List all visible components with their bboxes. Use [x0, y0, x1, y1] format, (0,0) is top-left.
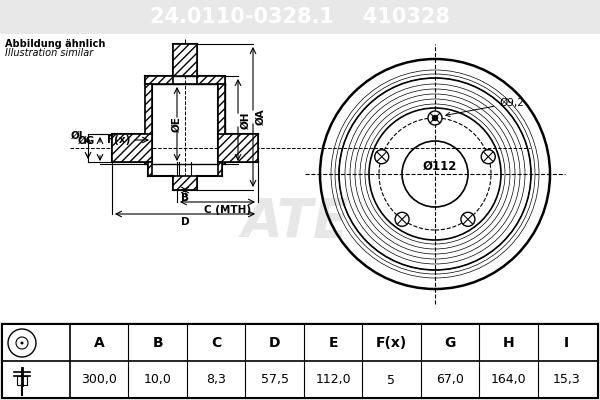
Text: D: D [269, 336, 280, 350]
Text: I: I [564, 336, 569, 350]
Text: Ø112: Ø112 [423, 160, 457, 172]
Text: G: G [444, 336, 455, 350]
Text: Ø9,2: Ø9,2 [446, 98, 524, 116]
Bar [17, 376, 27, 385]
Circle shape [428, 111, 442, 125]
Text: ØH: ØH [241, 111, 251, 129]
Text: 57,5: 57,5 [260, 374, 289, 386]
Bar [145, 76, 173, 84]
Text: ØA: ØA [256, 109, 266, 125]
Text: H: H [503, 336, 514, 350]
Text: 5: 5 [388, 374, 395, 386]
Text: ATE: ATE [241, 196, 349, 248]
Circle shape [461, 212, 475, 226]
Circle shape [481, 150, 495, 164]
Text: C (MTH): C (MTH) [204, 205, 251, 215]
Text: D: D [181, 217, 190, 227]
Text: ØE: ØE [172, 116, 182, 132]
Text: B: B [152, 336, 163, 350]
Text: B: B [181, 193, 189, 203]
Bar [145, 84, 152, 164]
Text: Abbildung ähnlich: Abbildung ähnlich [5, 39, 106, 49]
Bar [173, 176, 197, 190]
Circle shape [395, 212, 409, 226]
Text: Illustration similar: Illustration similar [5, 48, 93, 58]
Circle shape [433, 116, 437, 120]
Text: 10,0: 10,0 [144, 374, 172, 386]
Text: ØI: ØI [70, 131, 83, 141]
Text: 8,3: 8,3 [206, 374, 226, 386]
Text: 164,0: 164,0 [491, 374, 526, 386]
Bar [218, 162, 222, 176]
Text: C: C [211, 336, 221, 350]
Text: 24.0110-0328.1    410328: 24.0110-0328.1 410328 [150, 7, 450, 27]
Bar [148, 162, 152, 176]
Text: F(x): F(x) [107, 135, 130, 145]
Bar [112, 134, 152, 162]
Bar [173, 44, 197, 76]
Text: A: A [94, 336, 104, 350]
Text: E: E [328, 336, 338, 350]
Text: ØG: ØG [78, 136, 95, 146]
Bar [197, 76, 225, 84]
Circle shape [375, 150, 389, 164]
Bar [218, 134, 258, 162]
Text: 300,0: 300,0 [81, 374, 117, 386]
Text: 15,3: 15,3 [553, 374, 581, 386]
Text: F(x): F(x) [376, 336, 407, 350]
Circle shape [20, 342, 23, 344]
Text: 112,0: 112,0 [315, 374, 351, 386]
Text: 67,0: 67,0 [436, 374, 464, 386]
Bar [218, 84, 225, 164]
